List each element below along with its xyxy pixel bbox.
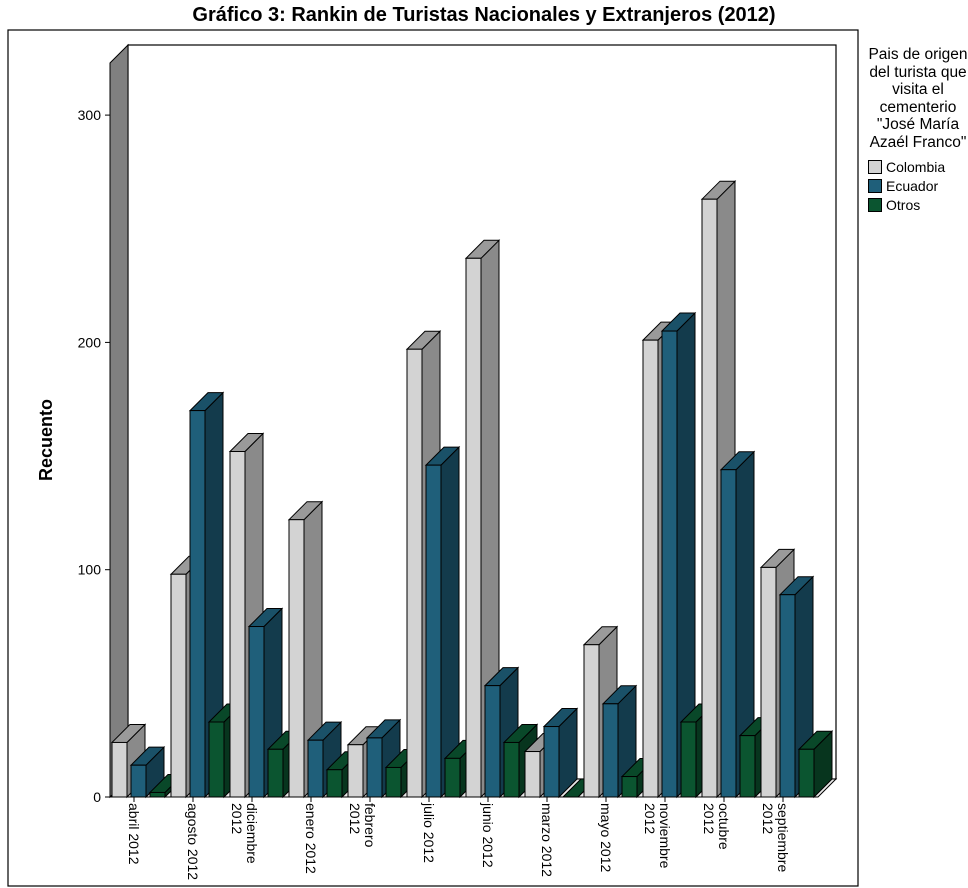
legend-item-colombia: Colombia: [868, 159, 968, 175]
x-tick-label: septiembre2012: [760, 803, 791, 872]
chart-title: Gráfico 3: Rankin de Turistas Nacionales…: [192, 4, 776, 26]
bar-ecuador: [188, 391, 225, 799]
x-tick-label: mayo 2012: [598, 803, 614, 872]
bar-colombia: [287, 500, 324, 799]
legend-item-otros: Otros: [868, 197, 968, 213]
legend-swatch: [868, 198, 882, 212]
y-tick-label: 200: [78, 334, 102, 350]
y-tick-label: 100: [78, 562, 102, 578]
bars-group: [110, 179, 834, 799]
x-tick-label: marzo 2012: [539, 803, 555, 877]
legend-swatch: [868, 179, 882, 193]
legend-title: Pais de origen del turista que visita el…: [868, 46, 968, 151]
legend-swatch: [868, 160, 882, 174]
x-axis-labels: abril 2012 agosto 2012 diciembre2012 enero …: [126, 797, 791, 880]
x-tick-label: enero 2012: [303, 803, 319, 874]
x-tick-label: noviembre2012: [642, 803, 673, 869]
y-axis: 0 100 200 300: [78, 63, 111, 805]
y-axis-label: Recuento: [36, 399, 56, 481]
x-tick-label: diciembre2012: [229, 803, 260, 864]
y-tick-label: 0: [93, 789, 101, 805]
x-tick-label: abril 2012: [126, 803, 142, 865]
legend-label: Ecuador: [886, 178, 939, 194]
bar-ecuador: [542, 707, 579, 799]
legend: Pais de origen del turista que visita el…: [868, 46, 968, 213]
x-tick-label: febrero2012: [347, 803, 378, 848]
bar-ecuador: [601, 684, 638, 799]
legend-item-ecuador: Ecuador: [868, 178, 968, 194]
bar-ecuador: [660, 311, 697, 799]
x-tick-label: junio 2012: [480, 802, 496, 868]
bar-colombia: [464, 239, 501, 799]
x-tick-label: julio 2012: [421, 802, 437, 863]
bar-otros: [797, 730, 834, 799]
legend-label: Otros: [886, 197, 921, 213]
y-tick-label: 300: [78, 107, 102, 123]
x-tick-label: octubre2012: [701, 803, 732, 850]
legend-label: Colombia: [886, 159, 946, 175]
bar-ecuador: [424, 445, 461, 799]
x-tick-label: agosto 2012: [185, 803, 201, 880]
bar-ecuador: [129, 745, 166, 799]
